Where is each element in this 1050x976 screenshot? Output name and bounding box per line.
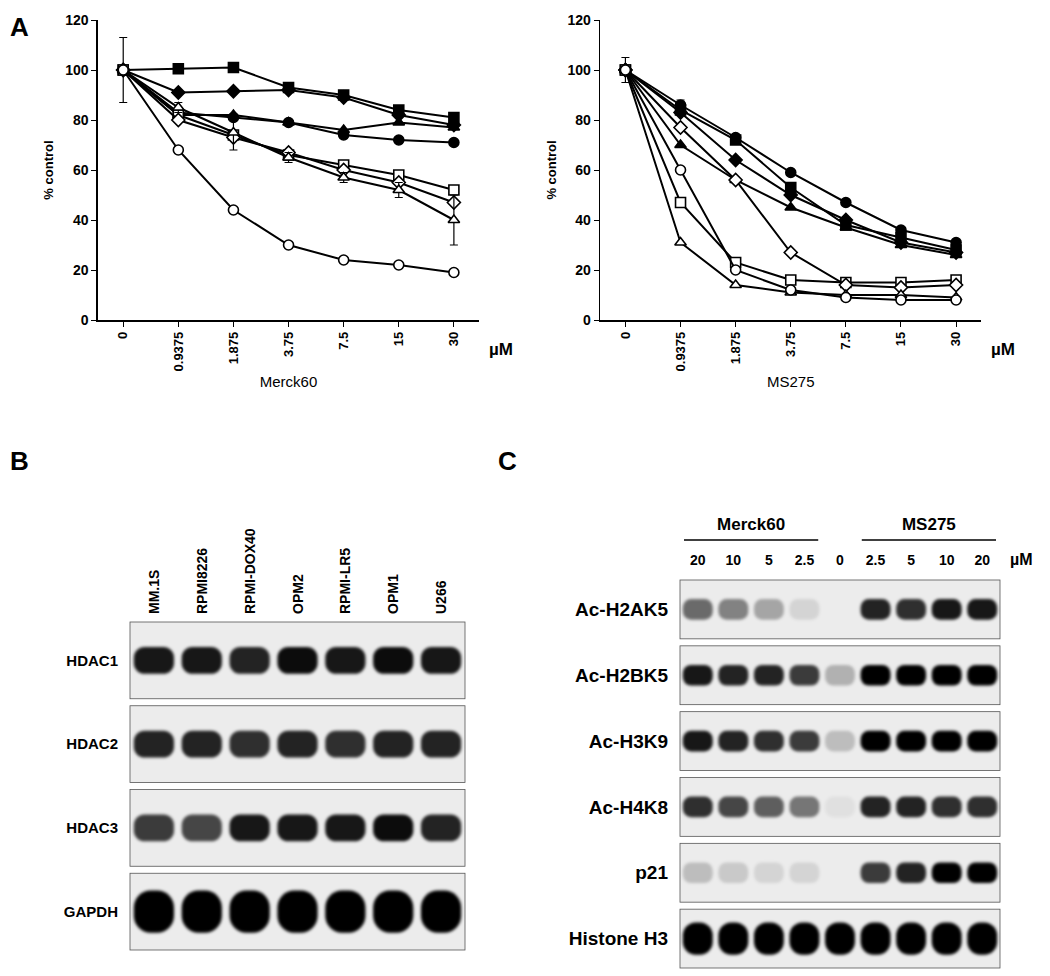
svg-text:1.875: 1.875: [226, 332, 241, 365]
svg-text:120: 120: [567, 12, 591, 28]
svg-text:% control: % control: [544, 140, 559, 199]
svg-text:5: 5: [765, 552, 773, 568]
svg-text:0.9375: 0.9375: [171, 332, 186, 372]
svg-text:Merck60: Merck60: [717, 515, 785, 534]
svg-text:B: B: [10, 446, 29, 476]
svg-text:MS275: MS275: [767, 373, 815, 390]
svg-text:20: 20: [73, 262, 89, 278]
svg-text:MM.1S: MM.1S: [146, 570, 162, 614]
svg-text:20: 20: [575, 262, 591, 278]
svg-text:40: 40: [575, 212, 591, 228]
svg-text:0: 0: [618, 332, 633, 339]
svg-text:10: 10: [939, 552, 955, 568]
svg-text:Histone H3: Histone H3: [569, 928, 668, 949]
svg-text:20: 20: [974, 552, 990, 568]
svg-text:15: 15: [893, 332, 908, 346]
svg-text:C: C: [498, 446, 517, 476]
svg-text:30: 30: [446, 332, 461, 346]
svg-text:RPMI8226: RPMI8226: [194, 548, 210, 614]
svg-text:7.5: 7.5: [336, 332, 351, 350]
svg-text:60: 60: [575, 162, 591, 178]
svg-text:40: 40: [73, 212, 89, 228]
svg-text:µM: µM: [1010, 551, 1033, 568]
svg-text:Ac-H2BK5: Ac-H2BK5: [575, 665, 668, 686]
svg-text:HDAC2: HDAC2: [66, 735, 118, 752]
svg-text:µM: µM: [489, 340, 513, 359]
svg-text:20: 20: [690, 552, 706, 568]
svg-text:Ac-H4K8: Ac-H4K8: [589, 797, 668, 818]
svg-text:OPM2: OPM2: [290, 574, 306, 614]
svg-text:OPM1: OPM1: [385, 574, 401, 614]
svg-text:µM: µM: [991, 340, 1015, 359]
svg-text:HDAC1: HDAC1: [66, 652, 118, 669]
svg-text:0: 0: [115, 332, 130, 339]
svg-text:30: 30: [948, 332, 963, 346]
svg-text:A: A: [10, 12, 29, 42]
svg-text:2.5: 2.5: [795, 552, 815, 568]
svg-text:60: 60: [73, 162, 89, 178]
svg-text:0.9375: 0.9375: [673, 332, 688, 372]
svg-text:GAPDH: GAPDH: [64, 903, 118, 920]
svg-text:Ac-H3K9: Ac-H3K9: [589, 731, 668, 752]
svg-text:0: 0: [583, 312, 591, 328]
svg-text:RPMI-LR5: RPMI-LR5: [337, 548, 353, 614]
svg-text:5: 5: [907, 552, 915, 568]
svg-text:HDAC3: HDAC3: [66, 819, 118, 836]
svg-text:10: 10: [726, 552, 742, 568]
svg-text:p21: p21: [635, 862, 668, 883]
svg-text:80: 80: [73, 112, 89, 128]
svg-text:3.75: 3.75: [783, 332, 798, 357]
svg-text:MS275: MS275: [902, 515, 956, 534]
svg-text:RPMI-DOX40: RPMI-DOX40: [242, 528, 258, 614]
svg-text:Ac-H2AK5: Ac-H2AK5: [575, 599, 668, 620]
svg-text:7.5: 7.5: [838, 332, 853, 350]
svg-text:0: 0: [81, 312, 89, 328]
svg-text:100: 100: [567, 62, 591, 78]
svg-text:U266: U266: [433, 580, 449, 614]
svg-text:3.75: 3.75: [281, 332, 296, 357]
svg-text:Merck60: Merck60: [260, 373, 318, 390]
svg-text:100: 100: [65, 62, 89, 78]
svg-text:2.5: 2.5: [866, 552, 886, 568]
svg-text:120: 120: [65, 12, 89, 28]
svg-text:1.875: 1.875: [728, 332, 743, 365]
svg-text:% control: % control: [41, 140, 56, 199]
svg-text:15: 15: [391, 332, 406, 346]
svg-text:80: 80: [575, 112, 591, 128]
svg-text:0: 0: [836, 552, 844, 568]
